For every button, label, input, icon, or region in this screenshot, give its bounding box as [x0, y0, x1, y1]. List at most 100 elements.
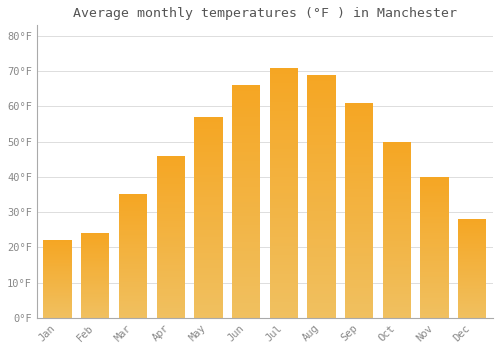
- Bar: [119, 245, 147, 247]
- Bar: [458, 302, 486, 303]
- Bar: [44, 254, 72, 255]
- Bar: [383, 298, 411, 300]
- Bar: [119, 276, 147, 278]
- Bar: [156, 212, 185, 215]
- Bar: [232, 181, 260, 184]
- Bar: [420, 178, 449, 180]
- Bar: [81, 295, 110, 296]
- Bar: [458, 252, 486, 254]
- Bar: [44, 290, 72, 291]
- Bar: [345, 288, 374, 291]
- Bar: [156, 295, 185, 298]
- Bar: [44, 294, 72, 295]
- Bar: [458, 264, 486, 265]
- Bar: [156, 251, 185, 253]
- Bar: [156, 184, 185, 186]
- Bar: [232, 190, 260, 193]
- Bar: [119, 316, 147, 318]
- Bar: [156, 255, 185, 257]
- Bar: [308, 169, 336, 172]
- Bar: [420, 246, 449, 247]
- Bar: [232, 140, 260, 143]
- Bar: [420, 290, 449, 292]
- Bar: [383, 302, 411, 304]
- Bar: [119, 196, 147, 197]
- Bar: [270, 99, 298, 102]
- Bar: [119, 205, 147, 207]
- Bar: [420, 224, 449, 226]
- Bar: [156, 188, 185, 190]
- Bar: [458, 271, 486, 272]
- Bar: [383, 150, 411, 153]
- Bar: [81, 281, 110, 282]
- Bar: [194, 140, 222, 142]
- Bar: [308, 196, 336, 199]
- Bar: [308, 75, 336, 78]
- Bar: [270, 124, 298, 127]
- Bar: [458, 270, 486, 271]
- Bar: [81, 292, 110, 293]
- Bar: [270, 140, 298, 143]
- Bar: [270, 174, 298, 177]
- Bar: [458, 276, 486, 277]
- Bar: [270, 268, 298, 271]
- Bar: [44, 243, 72, 244]
- Bar: [194, 285, 222, 288]
- Bar: [458, 222, 486, 223]
- Bar: [44, 309, 72, 310]
- Bar: [119, 222, 147, 224]
- Bar: [81, 265, 110, 266]
- Bar: [383, 241, 411, 243]
- Bar: [194, 228, 222, 230]
- Bar: [308, 218, 336, 220]
- Bar: [194, 315, 222, 318]
- Bar: [270, 187, 298, 190]
- Bar: [345, 199, 374, 202]
- Bar: [44, 256, 72, 257]
- Bar: [458, 265, 486, 266]
- Bar: [119, 267, 147, 268]
- Bar: [44, 274, 72, 275]
- Bar: [194, 300, 222, 303]
- Bar: [458, 262, 486, 264]
- Bar: [194, 147, 222, 149]
- Bar: [119, 258, 147, 259]
- Bar: [383, 192, 411, 195]
- Bar: [420, 233, 449, 235]
- Bar: [308, 87, 336, 90]
- Bar: [458, 220, 486, 222]
- Bar: [81, 247, 110, 248]
- Bar: [420, 184, 449, 186]
- Bar: [81, 304, 110, 305]
- Bar: [194, 152, 222, 155]
- Bar: [345, 270, 374, 272]
- Bar: [156, 269, 185, 271]
- Bar: [44, 299, 72, 300]
- Bar: [345, 232, 374, 235]
- Bar: [345, 226, 374, 229]
- Bar: [383, 267, 411, 270]
- Bar: [81, 313, 110, 314]
- Bar: [119, 208, 147, 210]
- Bar: [345, 229, 374, 232]
- Bar: [119, 313, 147, 315]
- Bar: [119, 252, 147, 253]
- Bar: [81, 253, 110, 254]
- Bar: [345, 251, 374, 253]
- Bar: [383, 203, 411, 205]
- Bar: [308, 211, 336, 215]
- Bar: [156, 302, 185, 304]
- Bar: [232, 120, 260, 123]
- Bar: [81, 287, 110, 288]
- Bar: [232, 277, 260, 280]
- Bar: [232, 213, 260, 216]
- Bar: [81, 317, 110, 318]
- Bar: [383, 296, 411, 298]
- Bar: [194, 305, 222, 308]
- Bar: [232, 286, 260, 289]
- Bar: [458, 282, 486, 283]
- Bar: [420, 226, 449, 228]
- Bar: [345, 275, 374, 278]
- Bar: [270, 215, 298, 218]
- Bar: [383, 153, 411, 155]
